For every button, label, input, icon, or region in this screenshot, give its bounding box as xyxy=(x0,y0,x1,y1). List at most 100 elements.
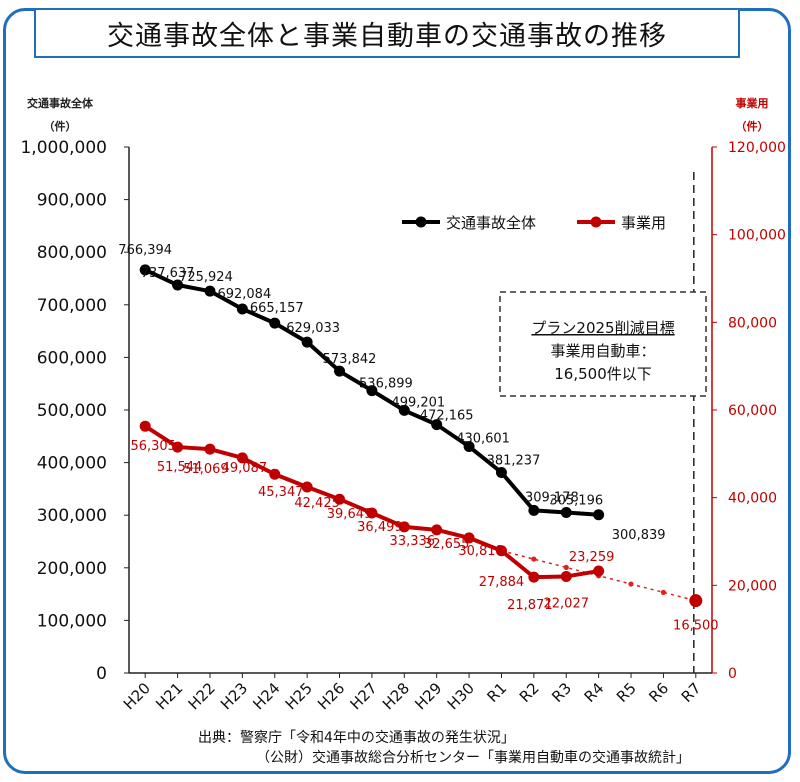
total-data-label: 430,601 xyxy=(456,432,510,447)
business-series-point xyxy=(431,524,443,536)
source-line-2: （公財）交通事故総合分析センター「事業用自動車の交通事故統計」 xyxy=(256,750,690,766)
target-trend-marker xyxy=(660,589,667,595)
target-value-label: 16,500 xyxy=(673,619,719,634)
legend-total-label: 交通事故全体 xyxy=(446,214,536,232)
total-series-point xyxy=(431,419,443,431)
total-series-point xyxy=(495,466,507,478)
total-series-point xyxy=(269,317,281,329)
x-tick-label: H22 xyxy=(185,679,219,713)
left-tick-label: 1,000,000 xyxy=(20,138,107,158)
total-data-label: 536,899 xyxy=(359,377,413,392)
total-data-label: 766,394 xyxy=(118,243,172,258)
right-tick-label: 80,000 xyxy=(728,315,777,331)
business-data-label: 39,649 xyxy=(327,507,373,522)
total-data-label: 381,237 xyxy=(487,453,541,468)
right-tick-label: 0 xyxy=(728,666,737,682)
left-tick-label: 0 xyxy=(96,664,107,684)
business-data-label: 30,818 xyxy=(458,544,504,559)
right-tick-label: 60,000 xyxy=(728,403,777,419)
x-tick-label: R1 xyxy=(483,679,510,706)
total-series-point xyxy=(560,506,572,518)
chart-title: 交通事故全体と事業自動車の交通事故の推移 xyxy=(34,8,740,58)
total-data-label: 305,196 xyxy=(549,493,603,508)
target-annotation-line2: 事業用自動車： xyxy=(550,342,655,360)
total-data-label: 472,165 xyxy=(420,409,474,424)
business-series-point xyxy=(495,545,507,557)
left-axis-unit: （件） xyxy=(44,119,77,133)
left-tick-label: 900,000 xyxy=(37,191,107,211)
x-tick-label: H27 xyxy=(347,679,381,713)
legend-total-marker xyxy=(415,216,427,228)
x-tick-label: H26 xyxy=(314,679,348,713)
business-data-label: 51,069 xyxy=(183,462,229,477)
business-series-point xyxy=(334,493,346,505)
target-point xyxy=(689,594,703,608)
business-data-label: 22,027 xyxy=(544,596,590,611)
right-tick-label: 40,000 xyxy=(728,491,777,507)
target-annotation: プラン2025削減目標 事業用自動車： 16,500件以下 xyxy=(499,291,707,397)
left-tick-label: 600,000 xyxy=(37,348,107,368)
total-data-label: 629,033 xyxy=(286,321,340,336)
total-series-point xyxy=(139,264,151,276)
target-trend-marker xyxy=(628,581,634,587)
left-tick-label: 500,000 xyxy=(37,401,107,421)
business-data-label: 21,871 xyxy=(507,598,553,613)
left-tick-label: 300,000 xyxy=(37,506,107,526)
x-tick-label: R5 xyxy=(613,679,640,706)
x-tick-label: H28 xyxy=(379,679,413,713)
business-series-point xyxy=(139,420,151,432)
total-data-label: 737,637 xyxy=(141,266,195,281)
total-data-label: 499,201 xyxy=(391,395,445,410)
source-note: 出典：警察庁「令和4年中の交通事故の発生状況」 （公財）交通事故総合分析センター… xyxy=(198,728,690,768)
business-data-label: 33,336 xyxy=(390,534,436,549)
left-axis-label: 交通事故全体 xyxy=(27,96,94,110)
business-data-label: 32,655 xyxy=(424,537,470,552)
business-data-label: 56,305 xyxy=(130,439,176,454)
business-series-point xyxy=(269,468,281,480)
business-data-label: 27,884 xyxy=(479,575,525,590)
x-tick-label: R6 xyxy=(645,679,672,706)
total-series-point xyxy=(528,504,540,516)
right-tick-label: 20,000 xyxy=(728,578,777,594)
business-data-label: 36,499 xyxy=(357,520,403,535)
total-data-label: 309,178 xyxy=(525,490,579,505)
total-series-point xyxy=(204,285,216,297)
business-data-label: 49,087 xyxy=(222,461,268,476)
total-series-point xyxy=(301,336,313,348)
business-series-point xyxy=(398,521,410,533)
target-annotation-box xyxy=(499,291,707,397)
business-series-point xyxy=(172,441,184,453)
business-series-point xyxy=(463,532,475,544)
chart-title-text: 交通事故全体と事業自動車の交通事故の推移 xyxy=(107,20,667,52)
total-data-label: 573,842 xyxy=(323,352,377,367)
left-tick-label: 100,000 xyxy=(37,611,107,631)
total-data-label: 300,839 xyxy=(612,528,666,543)
right-tick-label: 120,000 xyxy=(728,140,786,156)
x-tick-label: R3 xyxy=(548,679,575,706)
business-data-label: 45,347 xyxy=(258,485,304,500)
source-line-1: 出典：警察庁「令和4年中の交通事故の発生状況」 xyxy=(198,730,515,746)
x-tick-label: R7 xyxy=(678,679,705,706)
business-data-label: 42,425 xyxy=(294,496,340,511)
business-data-label: 23,259 xyxy=(569,550,615,565)
left-tick-label: 200,000 xyxy=(37,559,107,579)
target-annotation-line3: 16,500件以下 xyxy=(554,365,652,383)
business-data-label: 51,544 xyxy=(157,460,203,475)
total-data-label: 665,157 xyxy=(250,301,304,316)
total-series-point xyxy=(172,279,184,291)
x-tick-label: H20 xyxy=(120,679,154,713)
target-trend-marker xyxy=(563,564,569,571)
target-annotation-heading: プラン2025削減目標 xyxy=(531,319,674,337)
x-tick-label: H23 xyxy=(217,679,251,713)
business-series-point xyxy=(366,507,378,519)
total-series-point xyxy=(366,385,378,397)
right-axis-label: 事業用 xyxy=(736,96,769,110)
total-data-label: 725,924 xyxy=(179,270,233,285)
left-tick-label: 800,000 xyxy=(37,243,107,263)
legend-business-marker xyxy=(590,216,602,228)
legend: 交通事故全体 事業用 xyxy=(402,214,666,232)
business-series-point xyxy=(593,565,605,577)
business-series-point xyxy=(204,443,216,455)
legend-business-label: 事業用 xyxy=(621,214,666,232)
